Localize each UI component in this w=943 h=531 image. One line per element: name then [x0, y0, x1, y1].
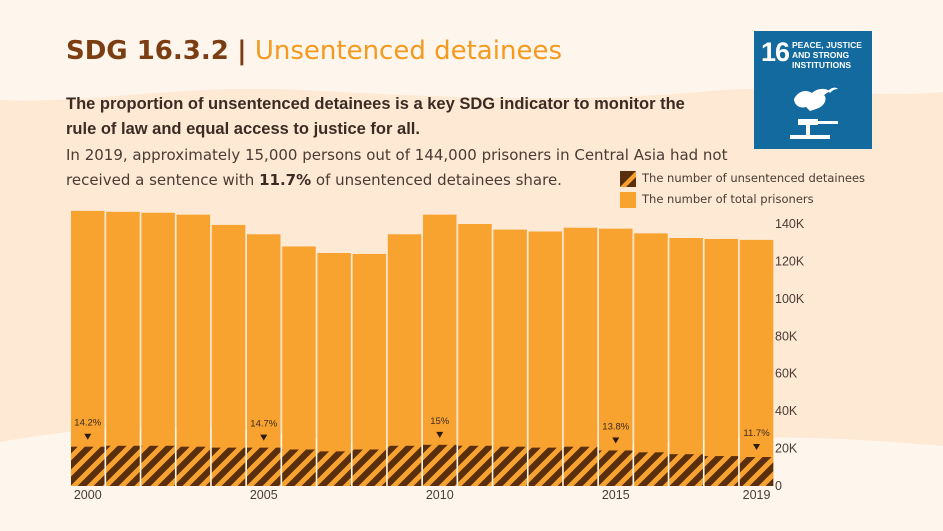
dove-gavel-icon	[790, 87, 838, 139]
x-tick-label: 2019	[743, 488, 771, 502]
unsentenced-bar-2013	[528, 447, 563, 486]
sdg-number: 16	[761, 37, 790, 67]
sdg-label: Peace, Justice and Strong Institutions	[792, 40, 862, 70]
legend-swatch-total	[620, 192, 636, 208]
unsentenced-bar-2017	[669, 454, 703, 486]
unsentenced-bar-2003	[176, 446, 211, 486]
total-prisoners-bar-2018	[704, 238, 739, 486]
unsentenced-bar-2007	[317, 451, 351, 486]
share-label-2010: 15%	[430, 416, 450, 427]
total-prisoners-bar-2012	[493, 229, 527, 486]
sdg-16-badge: 16 Peace, Justice and Strong Institution…	[754, 31, 872, 149]
total-prisoners-bar-2004	[211, 224, 246, 486]
unsentenced-bar-2006	[282, 449, 316, 486]
title-separator: |	[237, 36, 247, 66]
unsentenced-bar-2019	[739, 456, 774, 486]
share-label-2015: 13.8%	[602, 421, 629, 432]
unsentenced-bar-2012	[493, 446, 527, 486]
y-tick-label: 0	[775, 479, 782, 493]
down-marker-2000	[84, 433, 92, 440]
indicator-name: Unsentenced detainees	[254, 36, 562, 66]
unsentenced-bar-2004	[211, 447, 246, 486]
y-tick-label: 140K	[775, 217, 805, 231]
y-tick-label: 120K	[775, 254, 805, 268]
down-marker-2015	[612, 437, 620, 444]
x-tick-label: 2000	[74, 488, 102, 502]
unsentenced-bar-2008	[352, 449, 387, 486]
unsentenced-bar-2011	[458, 445, 492, 486]
total-prisoners-bar-2005	[247, 234, 281, 486]
y-tick-label: 40K	[775, 404, 798, 418]
total-prisoners-bar-2001	[106, 211, 140, 487]
total-prisoners-bar-2009	[387, 234, 422, 486]
body-highlight: 11.7%	[259, 171, 312, 189]
down-marker-2010	[436, 431, 444, 438]
y-tick-label: 20K	[775, 442, 798, 456]
lead-paragraph: The proportion of unsentenced detainees …	[66, 95, 685, 138]
total-prisoners-bar-2010	[423, 214, 457, 486]
x-tick-label: 2010	[426, 488, 454, 502]
total-prisoners-bar-2000	[71, 210, 105, 486]
unsentenced-bar-2016	[634, 452, 668, 486]
total-prisoners-bar-2015	[599, 228, 633, 486]
total-prisoners-bar-2014	[563, 227, 598, 486]
share-label-2005: 14.7%	[250, 419, 277, 430]
body-paragraph: In 2019, approximately 15,000 persons ou…	[66, 143, 766, 193]
unsentenced-bar-2009	[387, 445, 422, 486]
legend-swatch-unsentenced	[620, 171, 636, 187]
share-label-2019: 11.7%	[743, 428, 770, 439]
total-prisoners-bar-2016	[634, 233, 668, 486]
total-prisoners-bar-2011	[458, 224, 492, 486]
total-prisoners-bar-2006	[282, 246, 316, 486]
unsentenced-bar-2002	[141, 445, 175, 486]
unsentenced-bar-2000	[71, 446, 105, 486]
unsentenced-bar-2010	[423, 444, 457, 486]
down-marker-2005	[260, 434, 268, 441]
body-text-end: of unsentenced detainees share.	[311, 171, 562, 189]
page-title: SDG 16.3.2 | Unsentenced detainees	[66, 36, 562, 66]
unsentenced-bar-2014	[563, 446, 598, 486]
unsentenced-bar-2015	[599, 450, 633, 486]
total-prisoners-bar-2013	[528, 231, 563, 486]
y-tick-label: 100K	[775, 292, 805, 306]
total-prisoners-bar-2003	[176, 214, 211, 486]
total-prisoners-bar-2017	[669, 238, 703, 486]
legend-label-unsentenced: The number of unsentenced detainees	[642, 171, 866, 185]
body-text-start: In 2019, approximately 15,000 persons ou…	[66, 146, 728, 189]
unsentenced-bar-2001	[106, 445, 140, 486]
unsentenced-bar-2005	[247, 447, 281, 486]
x-tick-label: 2015	[602, 488, 630, 502]
total-prisoners-bar-2002	[141, 212, 175, 486]
total-prisoners-bar-2008	[352, 253, 387, 486]
total-prisoners-bar-2007	[317, 253, 351, 486]
share-label-2000: 14.2%	[74, 418, 101, 429]
down-marker-2019	[753, 443, 761, 450]
legend-label-total: The number of total prisoners	[642, 192, 814, 206]
unsentenced-bar-2018	[704, 456, 739, 486]
indicator-code: SDG 16.3.2	[66, 36, 229, 66]
y-tick-label: 60K	[775, 367, 798, 381]
x-tick-label: 2005	[250, 488, 278, 502]
y-tick-label: 80K	[775, 329, 798, 343]
